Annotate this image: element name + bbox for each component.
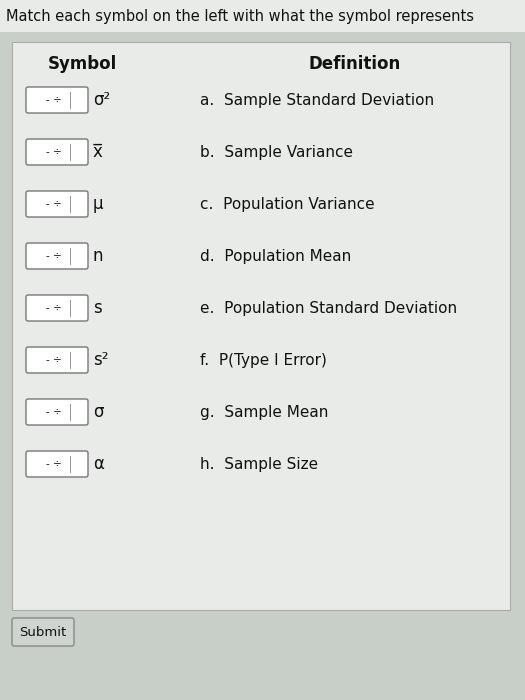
Text: σ²: σ² — [93, 91, 110, 109]
Text: - ÷: - ÷ — [46, 303, 62, 313]
Text: a.  Sample Standard Deviation: a. Sample Standard Deviation — [200, 92, 434, 108]
FancyBboxPatch shape — [26, 139, 88, 165]
Text: n: n — [93, 247, 103, 265]
Text: g.  Sample Mean: g. Sample Mean — [200, 405, 328, 419]
FancyBboxPatch shape — [12, 42, 510, 610]
Text: s²: s² — [93, 351, 109, 369]
Text: x̅: x̅ — [93, 143, 103, 161]
Text: - ÷: - ÷ — [46, 251, 62, 261]
Text: - ÷: - ÷ — [46, 199, 62, 209]
Text: e.  Population Standard Deviation: e. Population Standard Deviation — [200, 300, 457, 316]
Text: - ÷: - ÷ — [46, 95, 62, 105]
Text: s: s — [93, 299, 102, 317]
Text: Symbol: Symbol — [47, 55, 117, 73]
FancyBboxPatch shape — [26, 243, 88, 269]
FancyBboxPatch shape — [26, 87, 88, 113]
Text: b.  Sample Variance: b. Sample Variance — [200, 144, 353, 160]
Text: σ: σ — [93, 403, 103, 421]
Text: c.  Population Variance: c. Population Variance — [200, 197, 375, 211]
Text: f.  P(Type I Error): f. P(Type I Error) — [200, 353, 327, 368]
Text: - ÷: - ÷ — [46, 147, 62, 157]
FancyBboxPatch shape — [26, 295, 88, 321]
Text: Submit: Submit — [19, 626, 67, 638]
FancyBboxPatch shape — [26, 399, 88, 425]
Text: Match each symbol on the left with what the symbol represents: Match each symbol on the left with what … — [6, 8, 474, 24]
Text: Definition: Definition — [309, 55, 401, 73]
Text: μ: μ — [93, 195, 103, 213]
FancyBboxPatch shape — [26, 451, 88, 477]
Text: - ÷: - ÷ — [46, 355, 62, 365]
Text: α: α — [93, 455, 104, 473]
Text: d.  Population Mean: d. Population Mean — [200, 248, 351, 263]
FancyBboxPatch shape — [12, 618, 74, 646]
FancyBboxPatch shape — [26, 347, 88, 373]
FancyBboxPatch shape — [26, 191, 88, 217]
Bar — [0, 0, 525, 32]
Text: h.  Sample Size: h. Sample Size — [200, 456, 318, 472]
Text: - ÷: - ÷ — [46, 459, 62, 469]
Text: - ÷: - ÷ — [46, 407, 62, 417]
